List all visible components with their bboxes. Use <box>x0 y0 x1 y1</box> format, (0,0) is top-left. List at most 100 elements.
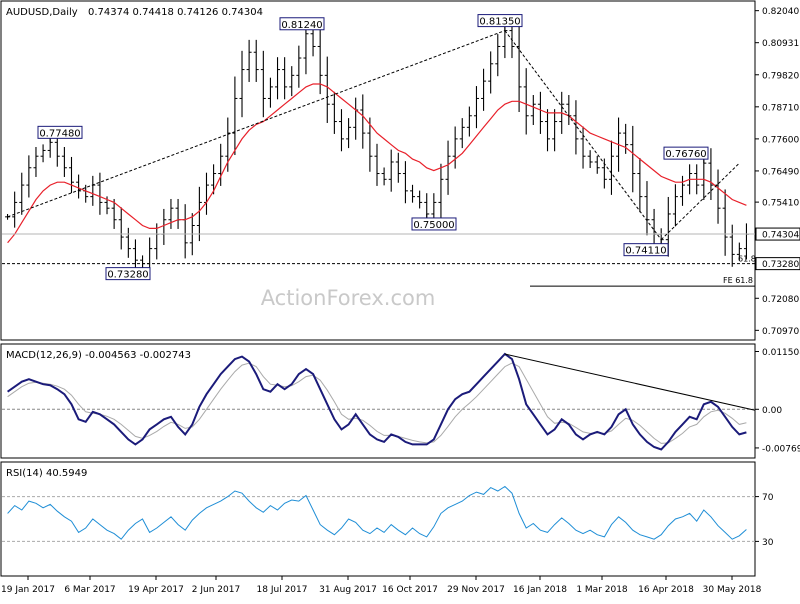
svg-text:0.74304: 0.74304 <box>762 231 799 241</box>
price-annotation: 0.76760 <box>663 146 709 164</box>
svg-text:0.77480: 0.77480 <box>39 128 80 139</box>
svg-text:0.81240: 0.81240 <box>281 20 322 31</box>
x-tick-label: 19 Apr 2017 <box>128 585 184 595</box>
rsi-line <box>7 485 747 540</box>
price-bar <box>608 140 614 195</box>
x-tick-label: 31 Aug 2017 <box>319 585 377 595</box>
price-bar <box>438 163 444 218</box>
price-bar <box>196 186 202 242</box>
svg-text:0.74110: 0.74110 <box>625 246 666 257</box>
price-bar <box>260 50 266 118</box>
price-annotation: 0.77480 <box>37 125 83 143</box>
retrace-line <box>504 30 662 240</box>
price-bar <box>495 34 501 77</box>
price-bar <box>132 239 138 270</box>
svg-text:0.81350: 0.81350 <box>479 17 520 28</box>
price-tag: 0.74304 <box>755 227 800 241</box>
svg-text:0.75000: 0.75000 <box>413 220 454 231</box>
price-bar <box>68 156 74 193</box>
price-bar <box>211 164 217 195</box>
rsi-tick-label: 30 <box>762 538 774 548</box>
macd-tick-label: -0.007694 <box>762 444 800 454</box>
price-tick-label: 0.82040 <box>762 7 799 17</box>
price-tick-label: 0.79820 <box>762 71 799 81</box>
x-tick-label: 18 Jul 2017 <box>257 585 308 595</box>
price-bar <box>530 95 536 125</box>
price-bar <box>537 91 543 134</box>
price-annotation: 0.81350 <box>477 14 523 31</box>
price-tag: 0.73280 <box>755 257 800 271</box>
price-bar <box>246 39 252 82</box>
price-bar <box>573 100 579 155</box>
macd-label: MACD(12,26,9) -0.004563 -0.002743 <box>6 350 191 361</box>
price-bar <box>118 207 124 250</box>
projection-line <box>660 162 740 241</box>
price-annotation: 0.81240 <box>279 17 325 34</box>
price-bar <box>488 51 494 94</box>
price-tick-label: 0.76490 <box>762 167 799 177</box>
price-bar <box>410 184 416 203</box>
price-bar <box>296 45 302 88</box>
price-bar <box>672 184 678 227</box>
price-bar <box>466 106 472 137</box>
price-bar <box>267 77 273 108</box>
price-tick-label: 0.78710 <box>762 103 799 113</box>
x-tick-label: 16 Oct 2017 <box>382 585 438 595</box>
rsi-panel <box>0 461 756 577</box>
price-annotation: 0.75000 <box>411 213 457 231</box>
price-bar <box>587 150 593 169</box>
x-tick-label: 16 Apr 2018 <box>638 585 694 595</box>
uptrend-line <box>7 30 506 218</box>
price-bar <box>232 76 238 156</box>
price-bar <box>395 152 401 183</box>
price-bar <box>346 118 352 149</box>
x-tick-label: 29 Nov 2017 <box>447 585 505 595</box>
price-bar <box>374 143 380 186</box>
price-bar <box>417 190 423 209</box>
svg-text:0.73280: 0.73280 <box>107 270 148 281</box>
watermark: ActionForex.com <box>261 286 436 310</box>
price-bar <box>168 198 174 229</box>
price-bar <box>516 21 522 112</box>
price-annotation: 0.74110 <box>623 239 669 257</box>
macd-panel <box>0 343 756 459</box>
price-tick-label: 0.75410 <box>762 199 799 209</box>
price-bar <box>580 126 586 169</box>
x-tick-label: 30 May 2018 <box>703 585 762 595</box>
svg-text:0.73280: 0.73280 <box>762 260 799 270</box>
macd-tick-label: 0.00 <box>762 406 782 416</box>
price-bar <box>33 146 39 177</box>
price-bar <box>523 68 529 135</box>
price-tick-label: 0.70970 <box>762 327 799 337</box>
price-bar <box>19 172 25 215</box>
x-tick-label: 2 Jun 2017 <box>192 585 240 595</box>
price-bar <box>402 161 408 204</box>
x-tick-label: 19 Jan 2017 <box>1 585 55 595</box>
price-bar <box>381 167 387 186</box>
macd-signal-line <box>7 362 747 444</box>
price-bar <box>97 172 103 215</box>
price-bar <box>452 126 458 169</box>
price-bar <box>473 86 479 129</box>
price-bar <box>545 109 551 152</box>
price-bar <box>623 123 629 154</box>
price-bar <box>637 157 643 213</box>
price-tick-label: 0.77600 <box>762 135 799 145</box>
x-tick-label: 6 Mar 2017 <box>64 585 115 595</box>
price-bar <box>111 198 117 229</box>
fib-label: 61.8 <box>738 255 756 264</box>
price-bar <box>253 39 259 82</box>
macd-main-line <box>7 352 747 451</box>
price-bar <box>360 94 366 149</box>
price-bar <box>445 140 451 195</box>
rsi-label: RSI(14) 40.5949 <box>6 468 87 479</box>
price-bar <box>736 242 742 261</box>
price-bar <box>388 149 394 192</box>
price-bar <box>630 125 636 193</box>
price-bar <box>239 50 245 118</box>
price-bar <box>275 57 281 100</box>
price-bar <box>324 56 330 123</box>
rsi-tick-label: 70 <box>762 493 774 503</box>
price-bar <box>218 143 224 186</box>
